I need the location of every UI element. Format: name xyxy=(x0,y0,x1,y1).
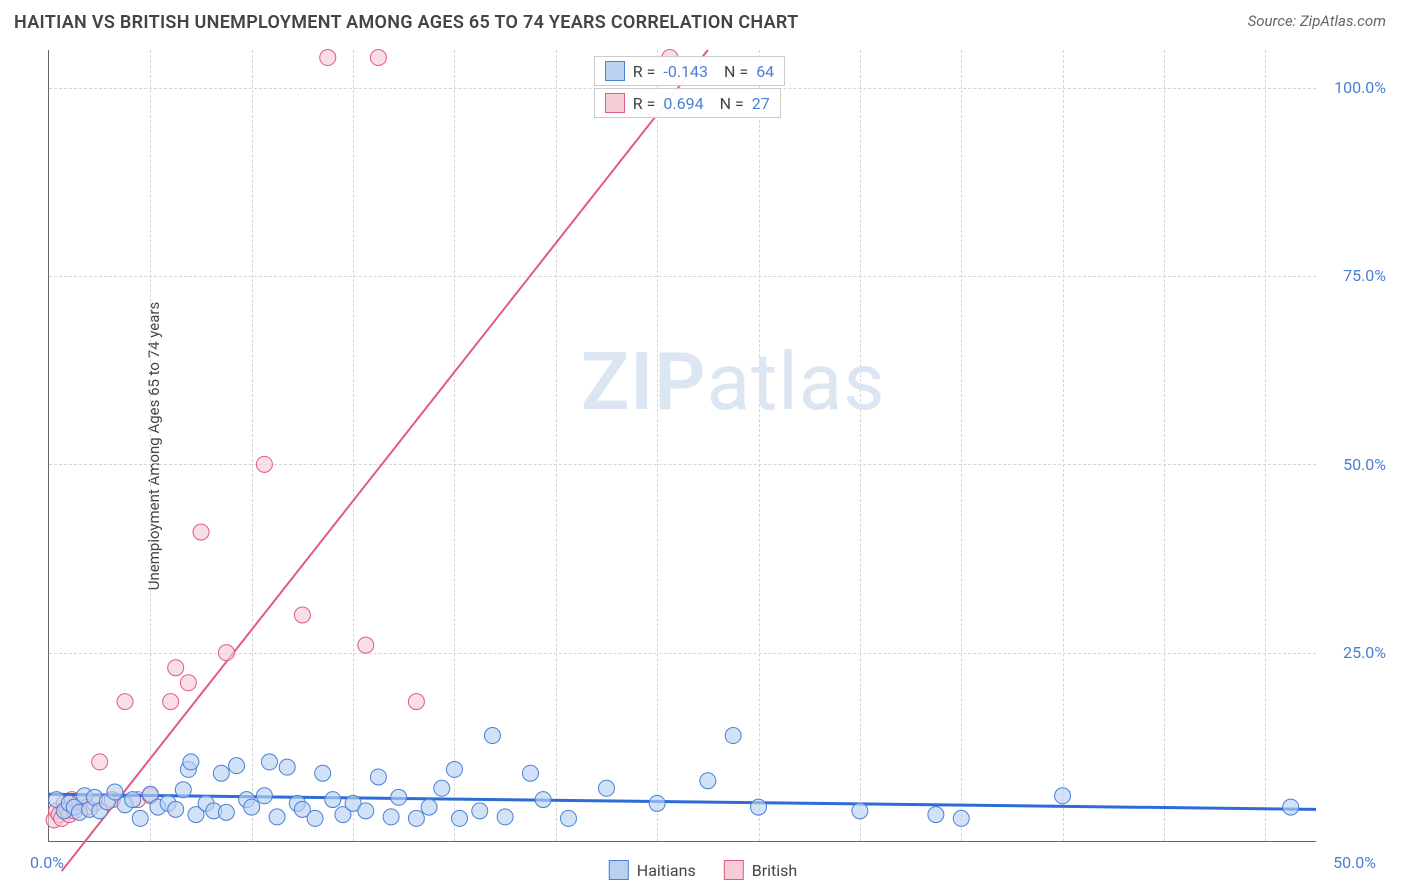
source-label: Source: ZipAtlas.com xyxy=(1248,12,1386,30)
stat-swatch-pink xyxy=(605,93,625,113)
legend-item-british: British xyxy=(724,860,797,880)
stat-box-haitians: R = -0.143 N = 64 xyxy=(594,56,785,86)
chart-title: HAITIAN VS BRITISH UNEMPLOYMENT AMONG AG… xyxy=(14,12,798,33)
x-origin-label: 0.0% xyxy=(30,853,64,872)
y-tick-label: 50.0% xyxy=(1343,455,1386,474)
y-tick-label: 25.0% xyxy=(1343,643,1386,662)
legend-swatch-pink xyxy=(724,860,744,880)
header: HAITIAN VS BRITISH UNEMPLOYMENT AMONG AG… xyxy=(0,0,1406,39)
legend-swatch-blue xyxy=(609,860,629,880)
x-max-label: 50.0% xyxy=(1333,853,1376,872)
stat-swatch-blue xyxy=(605,61,625,81)
chart-plot-area: ZIPatlas R = -0.143 N = 64 R = 0.694 N =… xyxy=(48,50,1316,842)
legend: Haitians British xyxy=(609,860,797,880)
y-tick-label: 75.0% xyxy=(1343,266,1386,285)
y-tick-label: 100.0% xyxy=(1334,78,1386,97)
legend-label: Haitians xyxy=(637,861,696,880)
stat-box-british: R = 0.694 N = 27 xyxy=(594,88,781,118)
legend-label: British xyxy=(752,861,797,880)
scatter-plot-svg xyxy=(49,50,1316,841)
legend-item-haitians: Haitians xyxy=(609,860,696,880)
